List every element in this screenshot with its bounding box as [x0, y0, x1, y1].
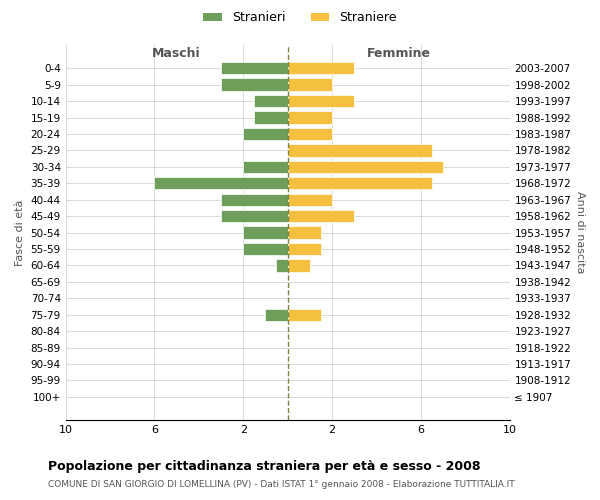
Y-axis label: Fasce di età: Fasce di età: [15, 200, 25, 266]
Bar: [287, 308, 321, 321]
Bar: [221, 62, 287, 74]
Bar: [287, 243, 321, 255]
Bar: [243, 160, 287, 173]
Bar: [287, 210, 354, 222]
Bar: [287, 144, 432, 156]
Bar: [243, 226, 287, 238]
Bar: [287, 128, 332, 140]
Text: Femmine: Femmine: [367, 47, 431, 60]
Bar: [254, 112, 287, 124]
Text: Popolazione per cittadinanza straniera per età e sesso - 2008: Popolazione per cittadinanza straniera p…: [48, 460, 481, 473]
Text: COMUNE DI SAN GIORGIO DI LOMELLINA (PV) - Dati ISTAT 1° gennaio 2008 - Elaborazi: COMUNE DI SAN GIORGIO DI LOMELLINA (PV) …: [48, 480, 515, 489]
Bar: [243, 128, 287, 140]
Bar: [287, 62, 354, 74]
Bar: [265, 308, 287, 321]
Text: Maschi: Maschi: [152, 47, 201, 60]
Bar: [254, 95, 287, 107]
Bar: [277, 260, 287, 272]
Bar: [287, 78, 332, 91]
Bar: [221, 78, 287, 91]
Bar: [287, 112, 332, 124]
Y-axis label: Anni di nascita: Anni di nascita: [575, 192, 585, 274]
Bar: [221, 210, 287, 222]
Legend: Stranieri, Straniere: Stranieri, Straniere: [198, 6, 402, 29]
Bar: [154, 177, 287, 190]
Bar: [287, 226, 321, 238]
Bar: [221, 194, 287, 206]
Bar: [287, 177, 432, 190]
Bar: [243, 243, 287, 255]
Bar: [287, 95, 354, 107]
Bar: [287, 260, 310, 272]
Bar: [287, 194, 332, 206]
Bar: [287, 160, 443, 173]
